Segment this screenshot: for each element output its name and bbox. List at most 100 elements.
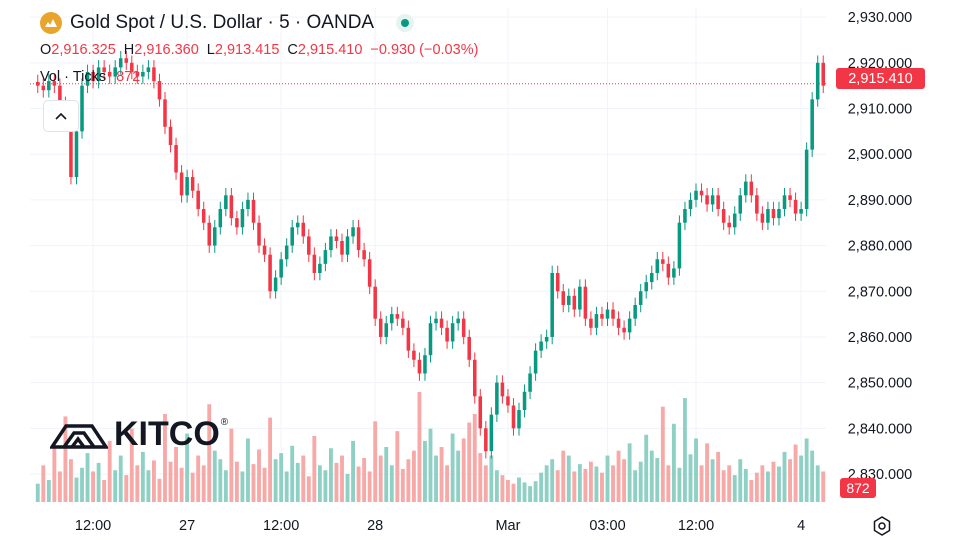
- volume-bar: [57, 471, 62, 502]
- candle-body: [456, 318, 460, 324]
- low-value: 2,913.415: [214, 42, 280, 58]
- candle-body: [821, 62, 826, 86]
- volume-bar: [445, 465, 450, 502]
- volume-bar: [417, 392, 422, 502]
- candle-body: [655, 259, 660, 273]
- candle-body: [334, 236, 339, 241]
- candle-body: [445, 327, 449, 342]
- x-tick-label: 12:00: [678, 518, 714, 534]
- candle-body: [185, 177, 189, 196]
- high-label: H: [123, 42, 135, 58]
- volume-bar: [683, 398, 687, 502]
- last-price-tag: 2,915.410: [836, 68, 925, 89]
- candle-body: [301, 222, 306, 237]
- symbol-title-row[interactable]: Gold Spot / U.S. Dollar · 5 · OANDA: [40, 10, 486, 36]
- volume-legend[interactable]: Vol · Ticks 872: [40, 66, 486, 88]
- volume-bar: [494, 470, 499, 502]
- volume-bar: [616, 450, 621, 502]
- candle-body: [732, 213, 737, 228]
- volume-label[interactable]: Vol · Ticks: [40, 69, 107, 85]
- candle-body: [666, 263, 671, 278]
- candle-body: [395, 314, 400, 319]
- candle-body: [118, 58, 123, 68]
- volume-bar: [810, 450, 815, 502]
- volume-bar: [212, 450, 217, 502]
- candle-body: [152, 67, 156, 82]
- collapse-legend-button[interactable]: [43, 100, 79, 132]
- high-value: 2,916.360: [134, 42, 199, 58]
- volume-bar: [710, 459, 715, 502]
- candle-body: [716, 195, 720, 210]
- candle-body: [611, 309, 615, 319]
- candle-body: [511, 405, 516, 429]
- volume-bar: [406, 459, 411, 502]
- volume-bar: [655, 458, 660, 502]
- volume-bar: [102, 480, 107, 502]
- volume-bar: [743, 469, 748, 502]
- volume-bar: [483, 465, 488, 502]
- volume-bar: [151, 460, 156, 502]
- candle-body: [544, 336, 549, 342]
- volume-bar: [472, 414, 477, 502]
- volume-bar: [522, 482, 527, 502]
- kitco-logo: KITCO ®: [50, 415, 228, 454]
- candle-body: [146, 67, 151, 72]
- volume-bar: [113, 470, 118, 502]
- candle-body: [251, 199, 256, 223]
- candle-body: [484, 428, 488, 452]
- volume-bar: [373, 421, 378, 502]
- volume-bar: [688, 454, 693, 502]
- volume-bar: [782, 451, 787, 502]
- candle-body: [124, 58, 129, 63]
- y-tick-label: 2,890.000: [848, 193, 913, 209]
- candle-body: [207, 222, 212, 246]
- volume-bar: [91, 471, 96, 502]
- volume-bar: [611, 465, 615, 502]
- volume-bar: [544, 465, 549, 502]
- volume-bar: [257, 449, 261, 502]
- volume-bar: [804, 438, 809, 502]
- volume-bar: [677, 467, 682, 502]
- candle-body: [793, 199, 798, 214]
- candle-body: [102, 67, 106, 72]
- candle-body: [290, 227, 294, 246]
- y-tick-label: 2,900.000: [848, 147, 913, 163]
- candle-body: [589, 318, 593, 328]
- volume-bar: [649, 450, 654, 502]
- volume-bar: [400, 469, 405, 502]
- volume-bar: [85, 453, 90, 502]
- symbol-title[interactable]: Gold Spot / U.S. Dollar · 5 · OANDA: [70, 12, 375, 33]
- volume-bar: [456, 450, 461, 502]
- volume-bar: [671, 423, 676, 502]
- volume-bar: [196, 455, 201, 502]
- volume-bar: [356, 466, 361, 502]
- volume-bar: [577, 464, 582, 502]
- candle-body: [362, 250, 366, 260]
- volume-bar: [63, 416, 68, 502]
- close-value: 2,915.410: [297, 42, 363, 58]
- volume-bar: [185, 433, 190, 502]
- volume-bar: [461, 438, 466, 502]
- candle-body: [710, 195, 715, 205]
- candle-body: [627, 318, 632, 333]
- candle-body: [85, 71, 90, 86]
- settings-icon[interactable]: [871, 515, 893, 537]
- candle-body: [213, 227, 217, 246]
- low-label: L: [206, 42, 215, 58]
- candle-body: [672, 268, 676, 278]
- volume-bar: [754, 472, 759, 502]
- candle-body: [434, 318, 438, 324]
- candle-body: [163, 99, 167, 127]
- candle-body: [638, 291, 643, 305]
- candle-body: [561, 291, 566, 305]
- change-value: −0.930 (−0.03%): [370, 42, 479, 58]
- candle-body: [788, 195, 792, 200]
- candle-body: [522, 391, 527, 411]
- candle-body: [224, 195, 228, 210]
- volume-bar: [378, 455, 383, 502]
- candle-body: [107, 71, 112, 77]
- volume-bar: [583, 469, 588, 502]
- volume-bar: [129, 428, 134, 502]
- candle-body: [74, 131, 79, 178]
